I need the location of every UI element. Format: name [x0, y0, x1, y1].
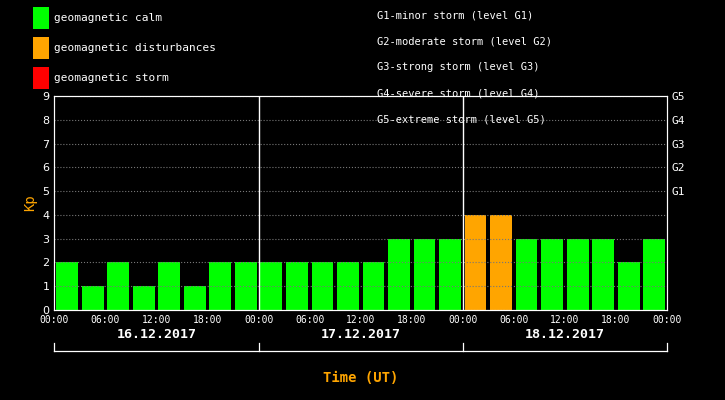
Bar: [515, 239, 537, 310]
Text: G3-strong storm (level G3): G3-strong storm (level G3): [377, 62, 539, 72]
Text: G1-minor storm (level G1): G1-minor storm (level G1): [377, 10, 534, 20]
Text: Time (UT): Time (UT): [323, 371, 398, 385]
Bar: [235, 262, 257, 310]
Bar: [107, 262, 129, 310]
Y-axis label: Kp: Kp: [22, 195, 37, 211]
Text: 17.12.2017: 17.12.2017: [320, 328, 401, 340]
Bar: [465, 215, 486, 310]
Bar: [57, 262, 78, 310]
Bar: [260, 262, 282, 310]
Bar: [158, 262, 180, 310]
Bar: [643, 239, 665, 310]
Bar: [312, 262, 334, 310]
Bar: [618, 262, 639, 310]
Bar: [82, 286, 104, 310]
Text: G4-severe storm (level G4): G4-severe storm (level G4): [377, 88, 539, 98]
Bar: [210, 262, 231, 310]
Bar: [286, 262, 307, 310]
Text: geomagnetic calm: geomagnetic calm: [54, 13, 162, 23]
Bar: [133, 286, 154, 310]
Text: geomagnetic storm: geomagnetic storm: [54, 73, 169, 83]
Bar: [542, 239, 563, 310]
Bar: [490, 215, 512, 310]
Bar: [337, 262, 359, 310]
Bar: [388, 239, 410, 310]
Text: G5-extreme storm (level G5): G5-extreme storm (level G5): [377, 114, 546, 124]
Bar: [439, 239, 461, 310]
Text: G2-moderate storm (level G2): G2-moderate storm (level G2): [377, 36, 552, 46]
Bar: [414, 239, 435, 310]
Bar: [184, 286, 206, 310]
Text: 16.12.2017: 16.12.2017: [117, 328, 196, 340]
Bar: [362, 262, 384, 310]
Bar: [567, 239, 589, 310]
Text: 18.12.2017: 18.12.2017: [525, 328, 605, 340]
Bar: [592, 239, 614, 310]
Text: geomagnetic disturbances: geomagnetic disturbances: [54, 43, 216, 53]
